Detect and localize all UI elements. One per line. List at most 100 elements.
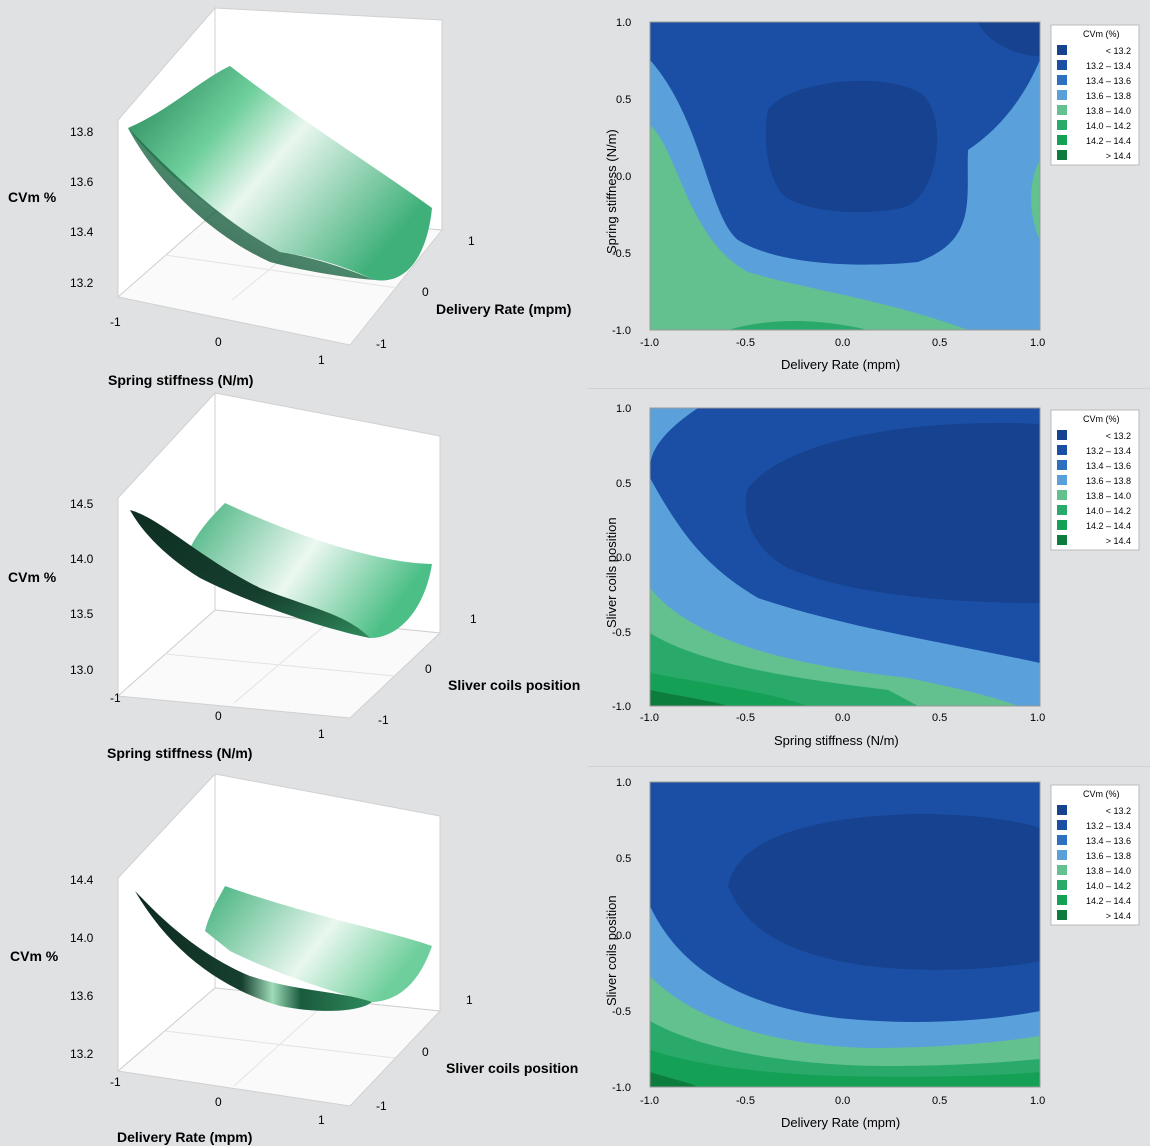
contour-bin bbox=[765, 80, 938, 213]
legend-swatch bbox=[1057, 460, 1067, 470]
legend-label: > 14.4 bbox=[1106, 911, 1131, 921]
contour-plot-3: 1.0 0.5 0.0 -0.5 -1.0 -1.0 -0.5 0.0 0.5 … bbox=[604, 777, 1140, 1130]
legend-swatch bbox=[1057, 865, 1067, 875]
contour-plot-2: 1.0 0.5 0.0 -0.5 -1.0 -1.0 -0.5 0.0 0.5 … bbox=[604, 403, 1140, 748]
divider bbox=[588, 388, 1150, 389]
y-axis-label: Sliver coils position bbox=[604, 517, 619, 628]
y-tick: 1.0 bbox=[616, 777, 631, 789]
surface-edge bbox=[130, 510, 370, 638]
surface-plot-1: 13.8 13.6 13.4 13.2 CVm % -1 0 1 Spring … bbox=[8, 6, 571, 388]
legend-title: CVm (%) bbox=[1083, 414, 1120, 424]
x-tick: 0.5 bbox=[932, 712, 947, 724]
grid-line bbox=[233, 998, 331, 1087]
y-tick: 0.0 bbox=[616, 552, 631, 564]
legend-title: CVm (%) bbox=[1083, 29, 1120, 39]
surface-edge bbox=[128, 128, 375, 280]
legend-label: 13.8 – 14.0 bbox=[1086, 491, 1131, 501]
legend-swatch bbox=[1057, 120, 1067, 130]
z-axis-label: CVm % bbox=[10, 948, 59, 964]
legend-label: < 13.2 bbox=[1106, 806, 1131, 816]
z-tick: 13.0 bbox=[70, 663, 94, 677]
legend-swatch bbox=[1057, 45, 1067, 55]
z-tick: 13.4 bbox=[70, 225, 94, 239]
x-tick: 1 bbox=[318, 1113, 325, 1127]
legend-swatch bbox=[1057, 535, 1067, 545]
y-tick: 0.5 bbox=[616, 478, 631, 490]
legend-swatch bbox=[1057, 75, 1067, 85]
grid-line bbox=[233, 620, 331, 704]
y-tick: 0.5 bbox=[616, 94, 631, 106]
contour-bin bbox=[650, 690, 728, 706]
y-tick: -0.5 bbox=[612, 248, 631, 260]
x-tick: 0.5 bbox=[932, 1095, 947, 1107]
x-tick: -0.5 bbox=[736, 712, 755, 724]
y-axis-label: Sliver coils position bbox=[446, 1060, 578, 1076]
legend-swatch bbox=[1057, 850, 1067, 860]
x-tick: -0.5 bbox=[736, 1095, 755, 1107]
legend: CVm (%) < 13.2 13.2 – 13.4 13.4 – 13.6 13.6… bbox=[1050, 24, 1140, 166]
legend-label: 13.4 – 13.6 bbox=[1086, 836, 1131, 846]
legend-swatch bbox=[1057, 135, 1067, 145]
legend-swatch bbox=[1057, 430, 1067, 440]
z-axis-label: CVm % bbox=[8, 569, 57, 585]
contour-bin bbox=[728, 814, 1040, 970]
legend-label: < 13.2 bbox=[1106, 46, 1131, 56]
x-tick: -1 bbox=[110, 691, 121, 705]
x-axis-label: Delivery Rate (mpm) bbox=[781, 357, 900, 372]
y-tick: -1.0 bbox=[612, 325, 631, 337]
x-tick: 1 bbox=[318, 727, 325, 741]
legend-swatch bbox=[1057, 895, 1067, 905]
y-tick: 1.0 bbox=[616, 17, 631, 29]
z-tick: 13.6 bbox=[70, 989, 94, 1003]
surface-edge bbox=[135, 891, 372, 1011]
legend-swatch bbox=[1057, 490, 1067, 500]
x-tick: 0 bbox=[215, 1095, 222, 1109]
legend-swatch bbox=[1057, 910, 1067, 920]
y-tick: 0 bbox=[422, 1045, 429, 1059]
legend-label: < 13.2 bbox=[1106, 431, 1131, 441]
legend-swatch bbox=[1057, 105, 1067, 115]
z-tick: 14.0 bbox=[70, 931, 94, 945]
y-tick: 0.0 bbox=[616, 171, 631, 183]
legend-label: 13.2 – 13.4 bbox=[1086, 446, 1131, 456]
y-axis-label: Spring stiffness (N/m) bbox=[604, 129, 619, 254]
plot-frame bbox=[649, 21, 1041, 331]
legend-label: 13.6 – 13.8 bbox=[1086, 91, 1131, 101]
legend-swatch bbox=[1057, 475, 1067, 485]
y-tick: -0.5 bbox=[612, 627, 631, 639]
y-axis-label: Delivery Rate (mpm) bbox=[436, 301, 571, 317]
surface-plot-2: 14.5 14.0 13.5 13.0 CVm % -1 0 1 Spring … bbox=[8, 391, 580, 761]
legend-label: 13.2 – 13.4 bbox=[1086, 61, 1131, 71]
legend-swatch bbox=[1057, 445, 1067, 455]
contour-bin bbox=[650, 125, 968, 330]
z-tick: 14.5 bbox=[70, 497, 94, 511]
y-tick: 0.0 bbox=[616, 930, 631, 942]
legend-label: 13.4 – 13.6 bbox=[1086, 76, 1131, 86]
surface-plot-3: 14.4 14.0 13.6 13.2 CVm % -1 0 1 Deliver… bbox=[10, 772, 578, 1145]
legend-label: 13.8 – 14.0 bbox=[1086, 106, 1131, 116]
legend-swatch bbox=[1057, 505, 1067, 515]
contour-plot-1: 1.0 0.5 0.0 -0.5 -1.0 -1.0 -0.5 0.0 0.5 … bbox=[604, 17, 1140, 372]
legend: CVm (%) < 13.2 13.2 – 13.4 13.4 – 13.6 13.6… bbox=[1050, 784, 1140, 926]
contour-bin bbox=[650, 1072, 698, 1087]
legend-label: 13.8 – 14.0 bbox=[1086, 866, 1131, 876]
legend-label: 14.2 – 14.4 bbox=[1086, 136, 1131, 146]
contour-bin bbox=[1031, 160, 1040, 240]
y-tick: -1.0 bbox=[612, 1082, 631, 1094]
x-axis-label: Spring stiffness (N/m) bbox=[108, 372, 253, 388]
z-tick: 13.5 bbox=[70, 607, 94, 621]
legend-label: 13.6 – 13.8 bbox=[1086, 851, 1131, 861]
x-tick: 0 bbox=[215, 335, 222, 349]
y-tick: 1 bbox=[470, 612, 477, 626]
x-tick: 0.5 bbox=[932, 337, 947, 349]
y-tick: -0.5 bbox=[612, 1006, 631, 1018]
y-tick: -1.0 bbox=[612, 701, 631, 713]
response-surface bbox=[128, 66, 432, 281]
contour-bin bbox=[745, 422, 1040, 603]
contour-bin bbox=[978, 22, 1040, 56]
legend-swatch bbox=[1057, 835, 1067, 845]
x-tick: 1.0 bbox=[1030, 1095, 1045, 1107]
contour-bin bbox=[650, 408, 698, 468]
legend-swatch bbox=[1057, 820, 1067, 830]
y-tick: -1 bbox=[378, 713, 389, 727]
